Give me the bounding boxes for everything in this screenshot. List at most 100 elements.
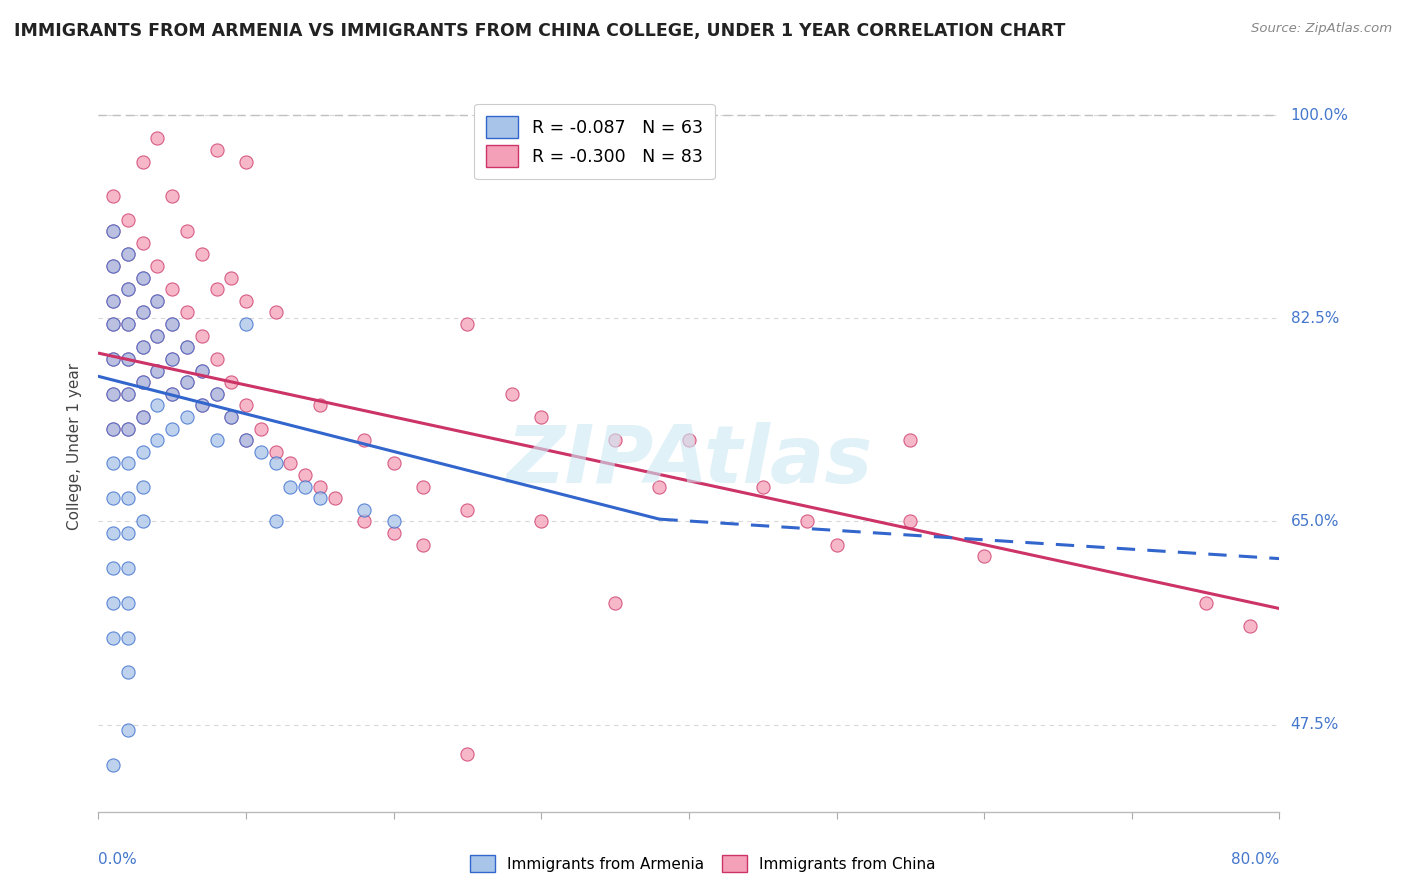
- Point: [103, 491, 125, 506]
- Point: [412, 480, 434, 494]
- Point: [103, 259, 125, 273]
- Point: [235, 433, 257, 447]
- Point: [280, 480, 302, 494]
- Point: [117, 317, 139, 331]
- Point: [605, 433, 627, 447]
- Point: [117, 351, 139, 366]
- Point: [191, 363, 214, 377]
- Point: [132, 409, 155, 424]
- Point: [235, 293, 257, 308]
- Point: [648, 480, 671, 494]
- Point: [191, 398, 214, 412]
- Point: [117, 386, 139, 401]
- Point: [176, 224, 198, 238]
- Point: [146, 259, 169, 273]
- Point: [146, 363, 169, 377]
- Point: [117, 561, 139, 575]
- Point: [457, 317, 479, 331]
- Point: [309, 398, 332, 412]
- Point: [530, 515, 553, 529]
- Point: [103, 561, 125, 575]
- Point: [117, 317, 139, 331]
- Point: [162, 421, 183, 435]
- Point: [117, 631, 139, 645]
- Point: [103, 421, 125, 435]
- Point: [382, 526, 405, 541]
- Point: [117, 723, 139, 738]
- Point: [146, 398, 169, 412]
- Point: [132, 305, 155, 319]
- Point: [132, 270, 155, 285]
- Point: [294, 468, 316, 483]
- Point: [205, 386, 228, 401]
- Point: [103, 224, 125, 238]
- Point: [103, 421, 125, 435]
- Point: [117, 421, 139, 435]
- Point: [103, 457, 125, 471]
- Point: [221, 375, 243, 389]
- Point: [353, 433, 375, 447]
- Point: [250, 421, 273, 435]
- Point: [103, 386, 125, 401]
- Point: [146, 433, 169, 447]
- Point: [103, 758, 125, 772]
- Point: [162, 189, 183, 203]
- Point: [117, 247, 139, 261]
- Legend: Immigrants from Armenia, Immigrants from China: Immigrants from Armenia, Immigrants from…: [463, 847, 943, 880]
- Point: [103, 351, 125, 366]
- Point: [117, 665, 139, 680]
- Point: [457, 747, 479, 761]
- Point: [132, 154, 155, 169]
- Text: ZIPAtlas: ZIPAtlas: [506, 422, 872, 500]
- Point: [103, 351, 125, 366]
- Point: [117, 421, 139, 435]
- Point: [309, 491, 332, 506]
- Point: [221, 270, 243, 285]
- Point: [382, 515, 405, 529]
- Point: [605, 596, 627, 610]
- Point: [132, 375, 155, 389]
- Y-axis label: College, Under 1 year: College, Under 1 year: [67, 362, 83, 530]
- Point: [117, 351, 139, 366]
- Text: 100.0%: 100.0%: [1291, 108, 1348, 122]
- Point: [205, 351, 228, 366]
- Point: [176, 340, 198, 354]
- Point: [132, 340, 155, 354]
- Point: [132, 480, 155, 494]
- Text: 0.0%: 0.0%: [98, 852, 138, 867]
- Point: [250, 445, 273, 459]
- Point: [162, 386, 183, 401]
- Point: [117, 212, 139, 227]
- Point: [103, 317, 125, 331]
- Point: [191, 398, 214, 412]
- Point: [191, 363, 214, 377]
- Point: [146, 293, 169, 308]
- Point: [825, 538, 848, 552]
- Point: [264, 445, 287, 459]
- Legend: R = -0.087   N = 63, R = -0.300   N = 83: R = -0.087 N = 63, R = -0.300 N = 83: [474, 103, 714, 179]
- Point: [103, 526, 125, 541]
- Point: [264, 305, 287, 319]
- Point: [353, 503, 375, 517]
- Point: [103, 189, 125, 203]
- Point: [294, 480, 316, 494]
- Text: 65.0%: 65.0%: [1291, 514, 1339, 529]
- Point: [235, 433, 257, 447]
- Point: [103, 596, 125, 610]
- Point: [176, 340, 198, 354]
- Point: [146, 328, 169, 343]
- Point: [176, 409, 198, 424]
- Point: [162, 351, 183, 366]
- Point: [162, 317, 183, 331]
- Point: [973, 549, 995, 564]
- Point: [146, 363, 169, 377]
- Point: [530, 409, 553, 424]
- Point: [205, 143, 228, 157]
- Point: [103, 293, 125, 308]
- Point: [146, 131, 169, 145]
- Point: [264, 457, 287, 471]
- Text: Source: ZipAtlas.com: Source: ZipAtlas.com: [1251, 22, 1392, 36]
- Point: [162, 351, 183, 366]
- Point: [103, 386, 125, 401]
- Point: [235, 398, 257, 412]
